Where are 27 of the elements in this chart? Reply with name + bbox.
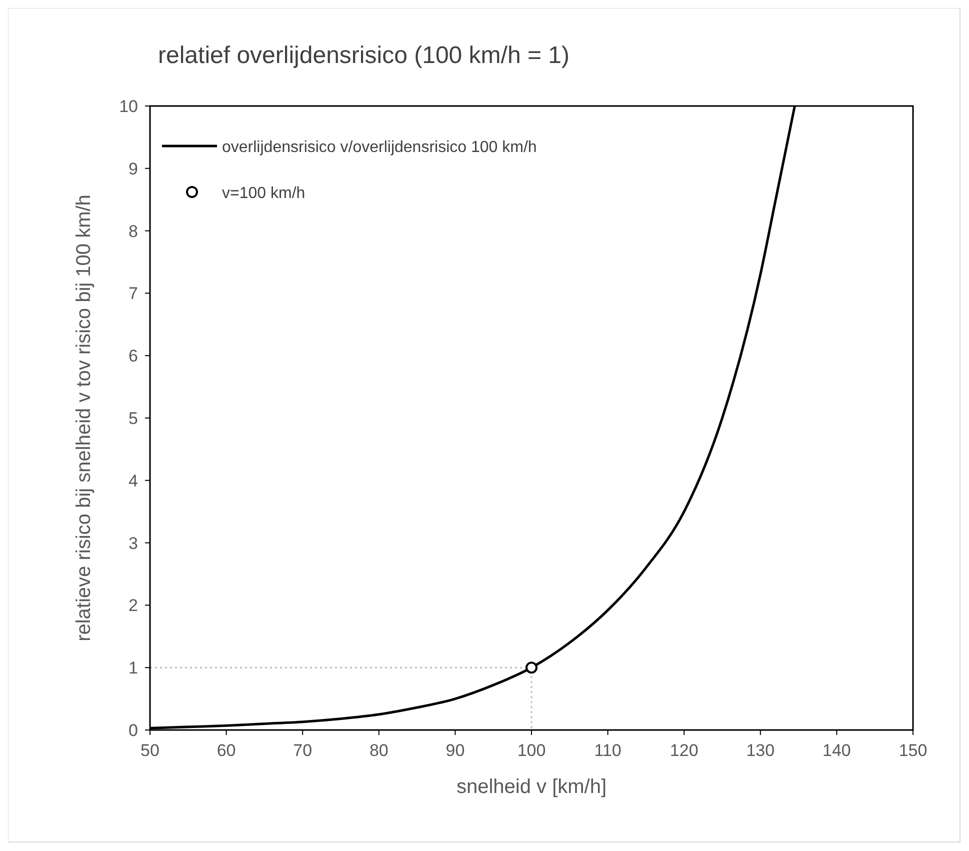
x-tick-label: 100 <box>517 741 546 760</box>
y-tick-label: 9 <box>128 159 138 178</box>
chart-title: relatief overlijdensrisico (100 km/h = 1) <box>158 42 570 69</box>
y-tick-label: 1 <box>128 658 138 678</box>
x-tick-label: 150 <box>898 741 928 760</box>
y-axis-title: relatieve risico bij snelheid v tov risico bij 100 km/h <box>73 194 95 642</box>
y-tick-label: 0 <box>128 721 138 740</box>
x-tick-label: 110 <box>594 741 622 760</box>
x-tick-label: 140 <box>822 741 851 760</box>
x-tick-label: 120 <box>670 741 698 760</box>
y-tick-label: 3 <box>128 534 138 553</box>
y-tick-label: 4 <box>128 471 138 490</box>
y-tick-label: 2 <box>128 596 138 616</box>
x-tick-label: 130 <box>746 741 775 760</box>
y-tick-label: 8 <box>128 222 138 241</box>
x-tick-label: 70 <box>293 741 312 760</box>
x-axis-title: snelheid v [km/h] <box>456 776 607 798</box>
x-tick-label: 50 <box>140 741 160 760</box>
y-tick-label: 10 <box>119 97 138 116</box>
legend-label: v=100 km/h <box>222 185 306 202</box>
x-tick-label: 90 <box>446 741 465 760</box>
y-tick-label: 6 <box>128 346 138 366</box>
y-tick-label: 7 <box>128 284 138 304</box>
x-tick-label: 80 <box>369 741 388 760</box>
y-tick-label: 5 <box>128 409 138 428</box>
x-tick-label: 60 <box>216 741 236 760</box>
legend-label: overlijdensrisico v/overlijdensrisico 100 km/h <box>222 139 537 156</box>
